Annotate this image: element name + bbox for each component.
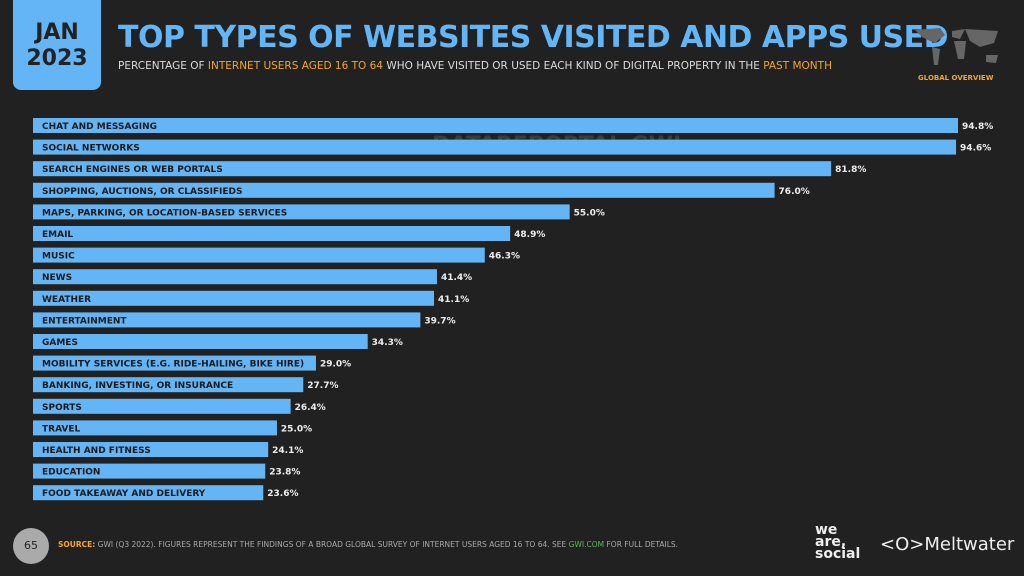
value-label: 94.8%: [962, 122, 993, 132]
bar: [33, 312, 421, 328]
page-number: 65: [13, 528, 49, 564]
value-label: 48.9%: [514, 230, 545, 240]
bar: [33, 139, 957, 155]
value-label: 24.1%: [272, 446, 303, 456]
month: JAN: [35, 20, 79, 45]
category-label: SEARCH ENGINES OR WEB PORTALS: [42, 165, 223, 175]
meltwater-text: Meltwater: [924, 534, 1015, 555]
value-label: 27.7%: [307, 381, 338, 391]
category-label: FOOD TAKEAWAY AND DELIVERY: [42, 489, 206, 499]
category-label: HEALTH AND FITNESS: [42, 446, 151, 456]
value-label: 76.0%: [779, 187, 810, 197]
source-link[interactable]: GWI.COM: [568, 540, 605, 549]
value-label: 55.0%: [574, 208, 605, 218]
value-label: 94.6%: [960, 144, 991, 154]
category-label: MAPS, PARKING, OR LOCATION-BASED SERVICE…: [42, 208, 287, 218]
bar: [33, 463, 266, 479]
value-label: 23.6%: [267, 489, 298, 499]
global-overview-label: GLOBAL OVERVIEW: [918, 74, 994, 82]
subtitle-highlight: PAST MONTH: [763, 60, 832, 72]
bar: [33, 442, 269, 457]
category-label: BANKING, INVESTING, OR INSURANCE: [42, 381, 233, 391]
subtitle: PERCENTAGE OF INTERNET USERS AGED 16 TO …: [118, 60, 832, 72]
bar: [33, 420, 277, 436]
bar: [33, 269, 437, 285]
bar: [33, 355, 316, 371]
category-label: SPORTS: [42, 403, 82, 413]
category-label: TRAVEL: [42, 424, 81, 434]
source-text: GWI (Q3 2022). FIGURES REPRESENT THE FIN…: [95, 540, 569, 549]
we-are-social-logo: we are, social: [815, 522, 861, 562]
value-label: 34.3%: [372, 338, 403, 348]
bar: [33, 182, 775, 198]
page-title: TOP TYPES OF WEBSITES VISITED AND APPS U…: [118, 20, 949, 55]
value-label: 39.7%: [424, 316, 455, 326]
bar: [33, 290, 435, 306]
value-label: 29.0%: [320, 360, 351, 370]
category-label: MUSIC: [42, 252, 75, 262]
value-label: 41.1%: [438, 295, 469, 305]
world-map-icon: [915, 28, 998, 65]
source-label: SOURCE:: [58, 540, 96, 549]
category-label: CHAT AND MESSAGING: [42, 122, 157, 132]
value-label: 23.8%: [269, 468, 300, 478]
category-label: NEWS: [42, 273, 72, 283]
value-label: 41.4%: [441, 273, 472, 283]
value-label: 25.0%: [281, 424, 312, 434]
category-label: SHOPPING, AUCTIONS, OR CLASSIFIEDS: [42, 187, 243, 197]
source-text-end: FOR FULL DETAILS.: [604, 540, 679, 549]
subtitle-part: WHO HAVE VISITED OR USED EACH KIND OF DI…: [383, 60, 764, 72]
category-label: ENTERTAINMENT: [42, 316, 127, 326]
value-label: 81.8%: [835, 165, 866, 175]
source-note: SOURCE: GWI (Q3 2022). FIGURES REPRESENT…: [58, 540, 678, 549]
value-label: 26.4%: [295, 403, 326, 413]
category-label: WEATHER: [42, 295, 91, 305]
meltwater-logo: <O>Meltwater: [880, 534, 1015, 555]
subtitle-part: PERCENTAGE OF: [118, 60, 208, 72]
date-badge: JAN 2023: [13, 0, 101, 90]
category-label: EDUCATION: [42, 468, 100, 478]
bar: [33, 161, 832, 177]
category-label: SOCIAL NETWORKS: [42, 144, 140, 154]
category-label: MOBILITY SERVICES (E.G. RIDE-HAILING, BI…: [42, 360, 304, 370]
bar: [33, 334, 368, 349]
year: 2023: [26, 46, 88, 71]
category-label: GAMES: [42, 338, 78, 348]
bar: [33, 485, 264, 501]
bar: [33, 204, 570, 220]
bar: [33, 226, 511, 241]
bar: [33, 398, 291, 414]
category-label: EMAIL: [42, 230, 73, 240]
bar: [33, 247, 485, 263]
value-label: 46.3%: [489, 252, 520, 262]
bar: [33, 377, 304, 393]
bar: [33, 118, 958, 133]
subtitle-highlight: INTERNET USERS AGED 16 TO 64: [207, 60, 383, 72]
